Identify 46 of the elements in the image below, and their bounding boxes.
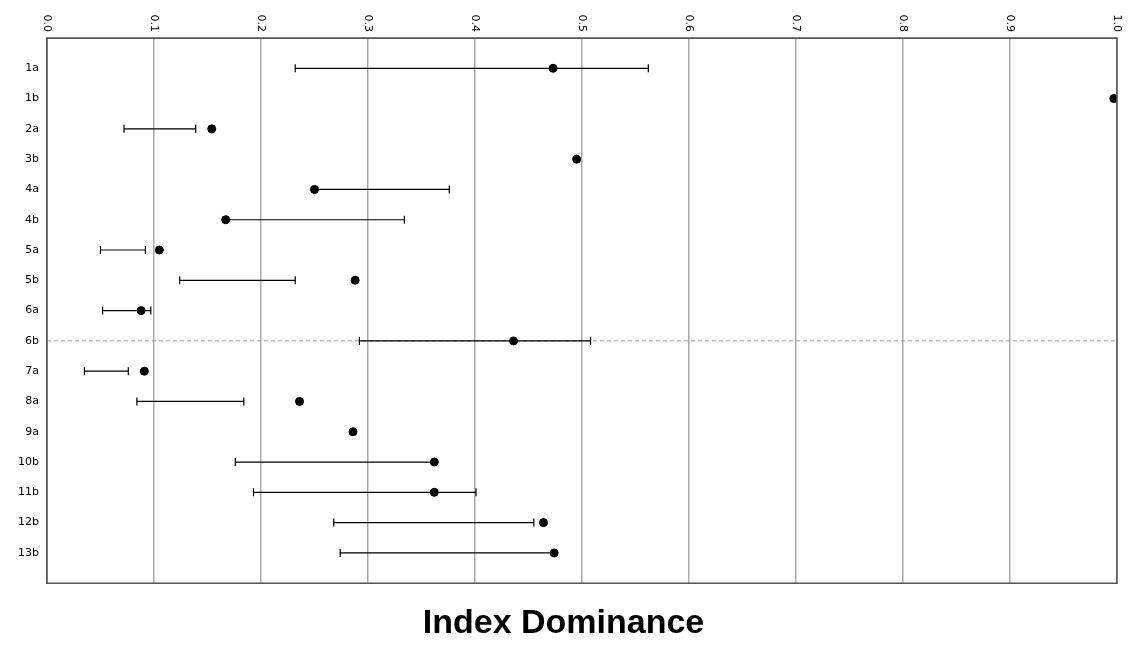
y-tick-label: 13b xyxy=(18,545,39,559)
point xyxy=(348,427,358,437)
text: Index Dominance xyxy=(422,601,705,640)
y-tick-label: 4a xyxy=(25,182,39,196)
x-tick-label: 0.4 xyxy=(469,14,483,32)
y-tick-label: 7a xyxy=(25,364,39,378)
y-tick-label: 2a xyxy=(25,121,39,135)
y-tick-label: 5a xyxy=(25,242,39,256)
y-tick-label: 5b xyxy=(25,273,39,287)
x-tick-label: 0.3 xyxy=(362,14,376,32)
point xyxy=(295,396,304,406)
point xyxy=(549,548,559,558)
x-tick-label: 0.1 xyxy=(148,14,162,32)
point xyxy=(221,215,231,225)
y-tick-label: 6a xyxy=(25,303,39,317)
y-tick-label: 1b xyxy=(25,91,39,105)
y-tick-label: 6b xyxy=(25,333,39,347)
y-tick-label: 3b xyxy=(25,152,39,166)
x-tick-label: 0.6 xyxy=(683,14,697,32)
y-tick-label: 8a xyxy=(25,394,39,408)
point xyxy=(548,63,558,73)
point xyxy=(509,336,519,346)
x-tick-label: 0.0 xyxy=(41,14,55,32)
x-tick-label: 0.8 xyxy=(897,14,911,32)
point xyxy=(139,366,149,376)
x-tick-label: 1.0 xyxy=(1111,14,1125,32)
point xyxy=(136,306,146,316)
point xyxy=(538,518,548,528)
point xyxy=(1109,94,1117,104)
point xyxy=(309,184,319,194)
y-tick-label: 4b xyxy=(25,212,39,226)
y-tick-label: 11b xyxy=(18,485,39,499)
point xyxy=(572,154,582,164)
x-tick-label: 0.5 xyxy=(576,14,590,32)
point xyxy=(154,245,164,255)
x-tick-label: 0.7 xyxy=(790,14,804,32)
y-tick-label: 12b xyxy=(18,515,39,529)
x-tick-label: 0.2 xyxy=(255,14,269,32)
y-tick-label: 9a xyxy=(25,424,39,438)
point xyxy=(207,124,217,134)
point xyxy=(429,457,439,467)
point xyxy=(429,487,439,497)
point xyxy=(350,275,360,285)
y-tick-label: 1a xyxy=(25,61,39,75)
y-tick-label: 10b xyxy=(18,454,39,468)
x-tick-label: 0.9 xyxy=(1004,14,1018,32)
